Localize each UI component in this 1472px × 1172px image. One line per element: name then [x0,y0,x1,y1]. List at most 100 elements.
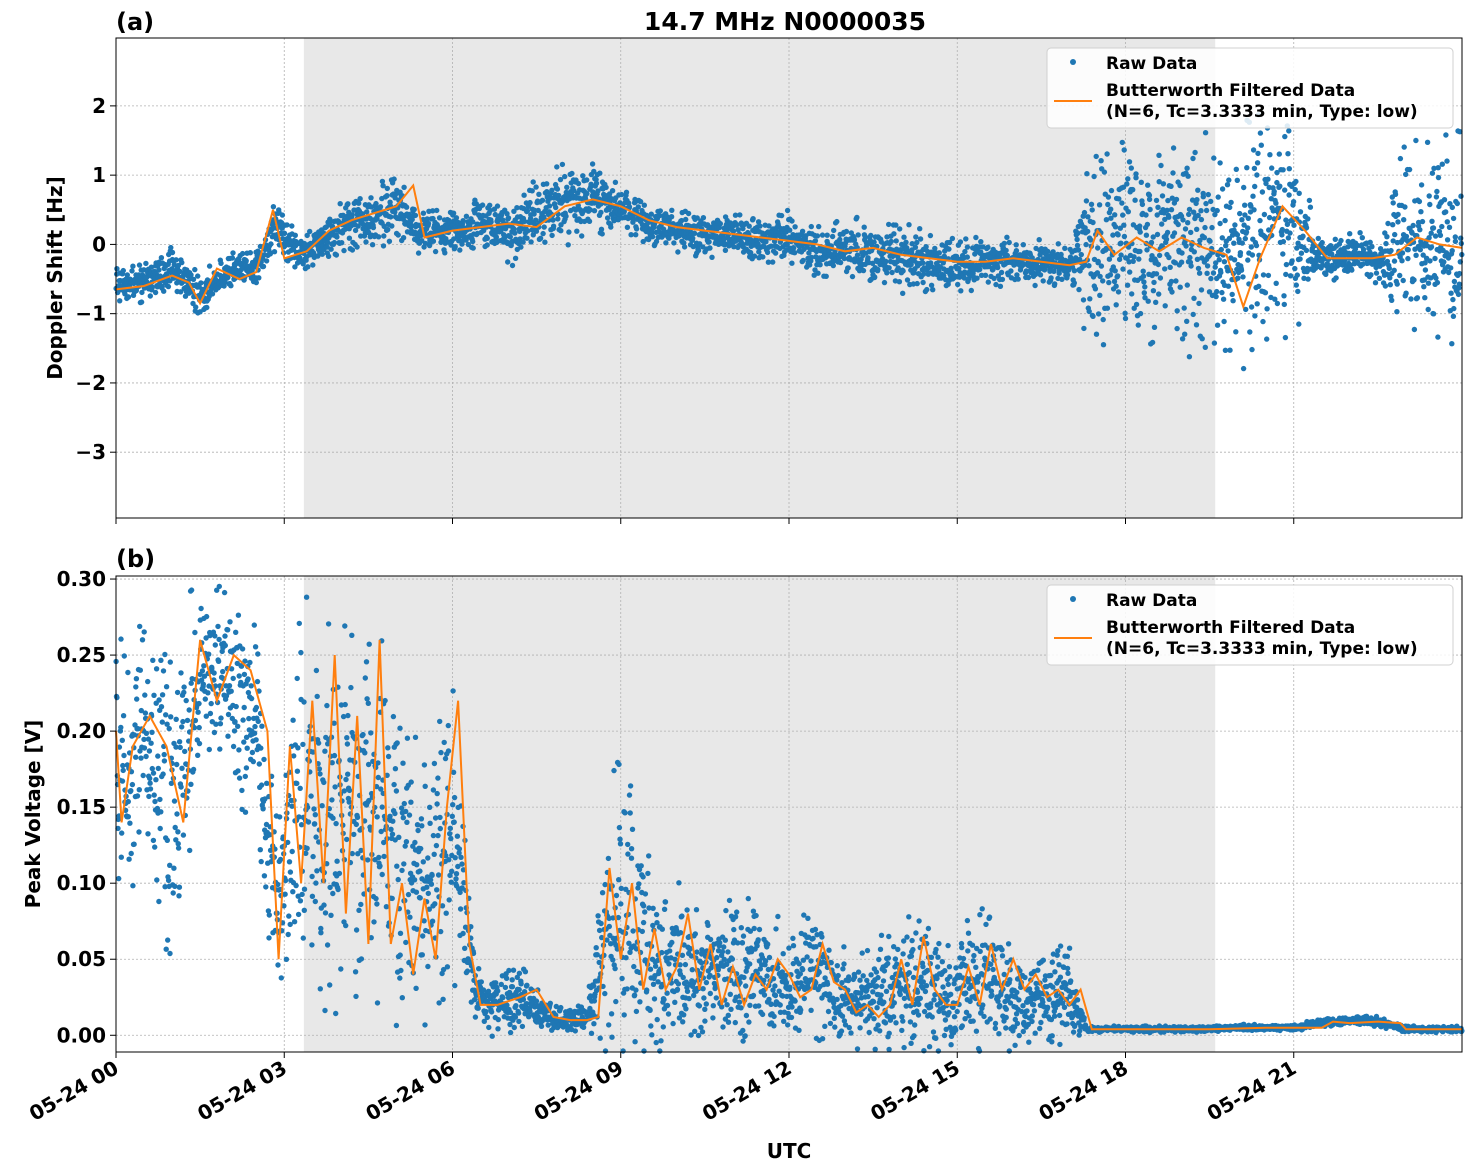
raw-data-point [924,286,930,293]
raw-data-point [1040,278,1046,284]
raw-data-point [1124,181,1130,187]
raw-data-point [403,204,410,210]
raw-data-point [1265,272,1272,279]
raw-data-point [297,898,304,904]
raw-data-point [155,765,161,772]
raw-data-point [1220,296,1227,302]
raw-data-point [125,798,131,805]
raw-data-point [450,210,457,216]
raw-data-point [451,819,457,825]
panel-a-y-ticks: 210−1−2−3 [75,94,116,464]
raw-data-point [217,721,224,727]
raw-data-point [1373,270,1380,276]
raw-data-point [1214,207,1220,214]
raw-data-point [1119,139,1126,146]
raw-data-point [208,700,214,707]
raw-data-point [412,734,419,740]
raw-data-point [606,1022,612,1028]
raw-data-point [494,203,501,209]
raw-data-point [260,806,266,812]
raw-data-point [1149,339,1156,346]
raw-data-point [147,786,154,792]
raw-data-point [628,232,634,238]
raw-data-point [566,229,572,235]
raw-data-point [1097,273,1103,280]
raw-data-point [510,967,517,973]
raw-data-point [427,804,433,810]
raw-data-point [1037,272,1044,278]
raw-data-point [295,911,302,918]
raw-data-point [1259,189,1266,195]
raw-data-point [507,1029,514,1036]
raw-data-point [248,695,255,702]
raw-data-point [1281,293,1287,299]
raw-data-point [120,267,127,274]
raw-data-point [528,239,534,245]
raw-data-point [150,837,157,844]
raw-data-point [1093,331,1100,337]
raw-data-point [1231,257,1238,263]
raw-data-point [917,236,924,242]
panel-a-doppler: 210−1−2−3 (a) 14.7 MHz N0000035 Doppler … [43,7,1465,524]
raw-data-point [1150,288,1157,294]
raw-data-point [452,244,458,250]
raw-data-point [184,717,191,724]
raw-data-point [1162,303,1168,309]
raw-data-point [1059,276,1065,282]
raw-data-point [609,188,616,194]
raw-data-point [351,831,357,838]
raw-data-point [1074,236,1080,243]
raw-data-point [1090,219,1096,226]
raw-data-point [230,675,236,682]
raw-data-point [159,283,165,289]
raw-data-point [344,735,350,741]
raw-data-point [500,994,506,1001]
raw-data-point [1458,240,1465,247]
raw-data-point [751,253,758,259]
raw-data-point [258,745,264,751]
raw-data-point [886,265,892,271]
raw-data-point [363,659,370,665]
raw-data-point [256,761,262,767]
raw-data-point [1153,299,1159,305]
raw-data-point [1245,225,1251,231]
raw-data-point [429,918,436,924]
raw-data-point [784,207,791,214]
raw-data-point [1303,247,1310,254]
raw-data-point [1225,248,1231,254]
raw-data-point [608,1011,615,1017]
raw-data-point [1130,258,1136,264]
raw-data-point [1101,169,1108,175]
raw-data-point [509,984,516,990]
raw-data-point [511,208,517,214]
raw-data-point [1177,284,1183,290]
raw-data-point [1211,155,1217,161]
raw-data-point [251,730,258,736]
raw-data-point [891,231,897,237]
raw-data-point [1251,207,1257,213]
raw-data-point [1091,173,1097,180]
raw-data-point [362,750,368,756]
raw-data-point [1113,283,1119,289]
raw-data-point [690,235,696,241]
raw-data-point [231,728,238,734]
raw-data-point [365,700,371,706]
raw-data-point [449,813,455,819]
raw-data-point [1194,197,1200,203]
raw-data-point [1112,212,1118,218]
raw-data-point [198,605,204,612]
raw-data-point [1427,201,1433,208]
raw-data-point [493,234,499,240]
raw-data-point [392,766,399,772]
raw-data-point [201,663,207,669]
raw-data-point [346,235,353,241]
raw-data-point [1198,287,1205,293]
raw-data-point [1108,187,1115,194]
raw-data-point [257,847,263,853]
raw-data-point [1446,269,1452,276]
raw-data-point [657,208,663,214]
raw-data-point [1234,177,1241,183]
raw-data-point [430,238,437,244]
raw-data-point [305,819,312,825]
raw-data-point [346,787,353,794]
